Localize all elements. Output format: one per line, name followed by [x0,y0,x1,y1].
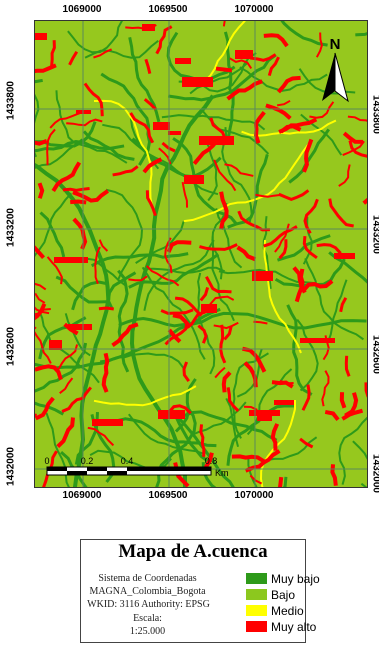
coordinate-system-label: Sistema de Coordenadas [98,573,197,584]
north-arrow-icon: N [322,36,349,103]
top-tick-1: 1069000 [62,4,102,15]
legend-label-medio: Medio [271,604,304,618]
scale-unit: Km [215,468,229,478]
bottom-tick-3: 1070000 [234,490,274,501]
bottom-tick-1: 1069000 [62,490,102,501]
map-frame[interactable]: N 0 0.2 0.4 0.8 Km [34,20,368,488]
right-tick-4: 1432000 [370,454,379,493]
scale-label-0: 0 [44,456,49,466]
scale-label-1: 0.2 [81,456,94,466]
legend-title: Mapa de A.cuenca [118,541,268,562]
scale-label-3: 0.8 [205,456,218,466]
scale-bar: 0 0.2 0.4 0.8 Km [44,456,228,478]
legend-label-muy-alto: Muy alto [271,620,317,634]
bottom-tick-2: 1069500 [148,490,188,501]
legend-box: Mapa de A.cuenca Sistema de Coordenadas … [80,539,320,643]
scale-title: Escala: [133,613,162,624]
base-layer [35,21,367,487]
left-tick-3: 1432600 [5,327,17,366]
scale-label-2: 0.4 [121,456,134,466]
datum-label: MAGNA_Colombia_Bogota [89,586,206,597]
swatch-bajo [246,589,267,600]
left-tick-4: 1432000 [5,447,17,486]
top-tick-2: 1069500 [148,4,188,15]
left-tick-1: 1433800 [5,81,17,120]
north-label: N [330,36,341,53]
left-tick-2: 1433200 [5,208,17,247]
raster-map: N 0 0.2 0.4 0.8 Km [35,21,367,487]
streams-medio [93,21,337,487]
swatch-medio [246,605,267,616]
legend-label-bajo: Bajo [271,588,296,602]
swatch-muy-bajo [246,573,267,584]
right-tick-2: 1433200 [370,215,379,254]
right-tick-3: 1432600 [370,335,379,374]
swatch-muy-alto [246,621,267,632]
legend-label-muy-bajo: Muy bajo [271,572,320,586]
right-tick-1: 1433800 [370,95,379,134]
scale-value: 1:25.000 [129,626,166,637]
wkid-label: WKID: 3116 Authority: EPSG [87,599,210,610]
top-tick-3: 1070000 [234,4,274,15]
